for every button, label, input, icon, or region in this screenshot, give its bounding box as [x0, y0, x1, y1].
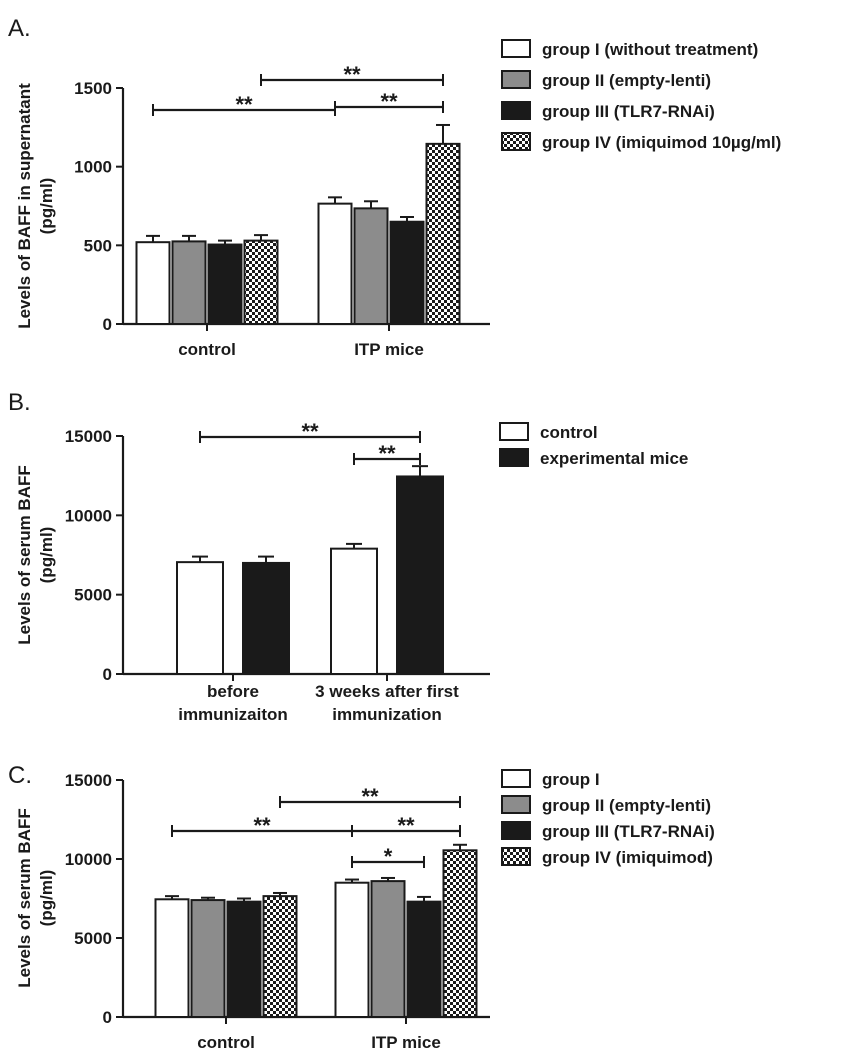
- y-axis-label: Levels of BAFF in supernatant (pg/ml): [15, 83, 56, 329]
- significance-label: **: [235, 92, 253, 117]
- x-category-label: ITP mice: [371, 1033, 441, 1052]
- x-category-label: control: [178, 340, 236, 359]
- y-axis-label: Levels of serum BAFF (pg/ml): [15, 808, 56, 988]
- significance-label: **: [361, 784, 379, 809]
- chart-panel-c: C. Levels of serum BAFF (pg/ml) 0 5000 10000 1…: [8, 762, 715, 1052]
- bar: [389, 220, 425, 326]
- svg-text:(pg/ml): (pg/ml): [37, 870, 56, 927]
- chart-panel-a: A. Levels of BAFF in supernatant (pg/ml) 0 5…: [8, 15, 781, 359]
- legend-label: group I (without treatment): [542, 40, 758, 59]
- significance-label: **: [343, 62, 361, 87]
- legend-label: experimental mice: [540, 449, 688, 468]
- significance-label: **: [253, 813, 271, 838]
- svg-text:Levels of serum BAFF: Levels of serum BAFF: [15, 465, 34, 645]
- bar: [317, 202, 353, 325]
- bar: [242, 561, 290, 676]
- bar: [370, 880, 406, 1018]
- legend-swatch: [499, 448, 529, 467]
- legend-label: group III (TLR7-RNAi): [542, 102, 715, 121]
- bar: [396, 475, 444, 675]
- y-tick-label: 5000: [74, 586, 112, 605]
- y-tick-label: 500: [84, 236, 112, 255]
- y-tick-label: 15000: [65, 427, 112, 446]
- svg-text:(pg/ml): (pg/ml): [37, 527, 56, 584]
- y-tick-label: 15000: [65, 771, 112, 790]
- legend-label: group I: [542, 770, 600, 789]
- bar: [425, 142, 461, 325]
- panel-letter: B.: [8, 389, 31, 416]
- svg-text:(pg/ml): (pg/ml): [37, 178, 56, 235]
- y-tick-label: 10000: [65, 506, 112, 525]
- x-category-label: before immunizaiton: [178, 682, 288, 724]
- y-tick-label: 0: [103, 665, 112, 684]
- bar: [176, 561, 224, 676]
- significance-label: *: [384, 844, 393, 869]
- bar: [330, 547, 378, 675]
- svg-text:Levels of serum BAFF: Levels of serum BAFF: [15, 808, 34, 988]
- svg-text:Levels of BAFF in supernatant: Levels of BAFF in supernatant: [15, 83, 34, 329]
- legend-swatch: [501, 795, 531, 814]
- y-tick-label: 10000: [65, 850, 112, 869]
- legend-label: group II (empty-lenti): [542, 71, 711, 90]
- panel-letter: A.: [8, 15, 31, 42]
- chart-panels: A.Levels of BAFF in supernatant (pg/ml)05…: [8, 15, 781, 1052]
- bar: [406, 900, 442, 1018]
- legend-label: group II (empty-lenti): [542, 796, 711, 815]
- significance-label: **: [397, 813, 415, 838]
- legend-swatch: [499, 422, 529, 441]
- y-tick-label: 1000: [74, 158, 112, 177]
- significance-label: **: [380, 89, 398, 114]
- significance-label: **: [378, 441, 396, 466]
- bar: [135, 241, 171, 325]
- legend-label: control: [540, 423, 598, 442]
- bar: [442, 849, 478, 1018]
- y-tick-label: 0: [103, 315, 112, 334]
- x-category-label: 3 weeks after first immunization: [315, 682, 459, 724]
- bar: [190, 899, 226, 1019]
- legend-swatch: [501, 132, 531, 151]
- legend-swatch: [501, 769, 531, 788]
- legend-swatch: [501, 70, 531, 89]
- y-tick-label: 1500: [74, 79, 112, 98]
- significance-label: **: [301, 419, 319, 444]
- legend-label: group III (TLR7-RNAi): [542, 822, 715, 841]
- legend-label: group IV (imiquimod 10µg/ml): [542, 133, 781, 152]
- y-axis-label: Levels of serum BAFF (pg/ml): [15, 465, 56, 645]
- legend-swatch: [501, 821, 531, 840]
- bar: [154, 898, 190, 1018]
- bar: [243, 239, 279, 325]
- legend-swatch: [501, 847, 531, 866]
- x-category-label: control: [197, 1033, 255, 1052]
- legend-label: group IV (imiquimod): [542, 848, 713, 867]
- panel-letter: C.: [8, 762, 32, 789]
- bar: [262, 895, 298, 1019]
- legend-swatch: [501, 39, 531, 58]
- bar: [226, 900, 262, 1018]
- bar: [353, 207, 389, 325]
- bar: [207, 243, 243, 325]
- legend-swatch: [501, 101, 531, 120]
- chart-panel-b: B. Levels of serum BAFF (pg/ml) 0 5000 10000 1…: [8, 389, 688, 724]
- y-tick-label: 5000: [74, 929, 112, 948]
- x-category-label: ITP mice: [354, 340, 424, 359]
- bar: [171, 240, 207, 325]
- bar: [334, 881, 370, 1019]
- y-tick-label: 0: [103, 1008, 112, 1027]
